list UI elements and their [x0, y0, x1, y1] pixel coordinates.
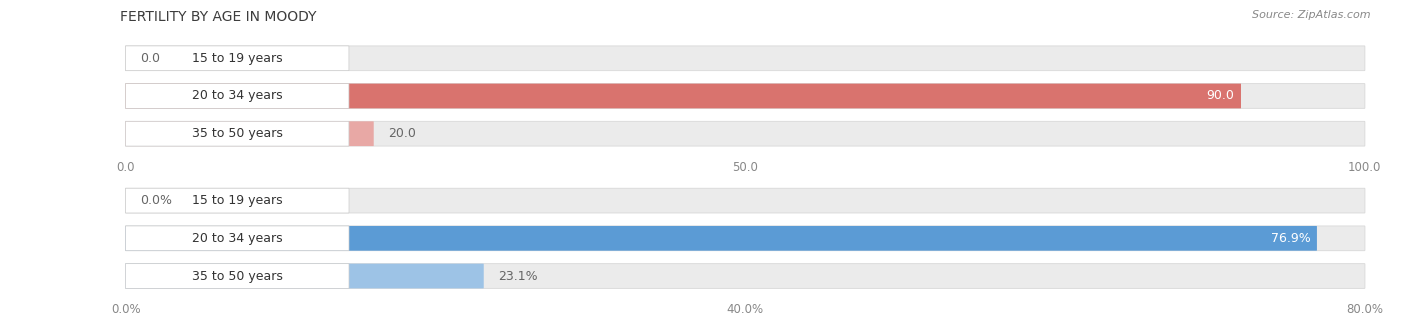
- Text: 20 to 34 years: 20 to 34 years: [191, 89, 283, 103]
- Text: 20.0: 20.0: [388, 127, 416, 140]
- FancyBboxPatch shape: [125, 121, 349, 146]
- FancyBboxPatch shape: [125, 84, 349, 108]
- FancyBboxPatch shape: [125, 84, 1365, 108]
- FancyBboxPatch shape: [125, 188, 1365, 213]
- FancyBboxPatch shape: [125, 84, 1241, 108]
- FancyBboxPatch shape: [125, 46, 349, 71]
- Text: 23.1%: 23.1%: [498, 269, 538, 283]
- FancyBboxPatch shape: [125, 264, 1365, 288]
- Text: Source: ZipAtlas.com: Source: ZipAtlas.com: [1253, 10, 1371, 20]
- FancyBboxPatch shape: [125, 264, 349, 288]
- FancyBboxPatch shape: [125, 46, 1365, 71]
- Text: 35 to 50 years: 35 to 50 years: [191, 127, 283, 140]
- Text: 35 to 50 years: 35 to 50 years: [191, 269, 283, 283]
- FancyBboxPatch shape: [125, 226, 1365, 251]
- FancyBboxPatch shape: [125, 226, 349, 251]
- Text: FERTILITY BY AGE IN MOODY: FERTILITY BY AGE IN MOODY: [120, 10, 316, 24]
- FancyBboxPatch shape: [125, 226, 1317, 251]
- Text: 90.0: 90.0: [1206, 89, 1234, 103]
- Text: 15 to 19 years: 15 to 19 years: [191, 194, 283, 207]
- Text: 76.9%: 76.9%: [1271, 232, 1310, 245]
- Text: 20 to 34 years: 20 to 34 years: [191, 232, 283, 245]
- FancyBboxPatch shape: [125, 121, 1365, 146]
- Text: 15 to 19 years: 15 to 19 years: [191, 52, 283, 65]
- FancyBboxPatch shape: [125, 121, 374, 146]
- Text: 0.0%: 0.0%: [141, 194, 173, 207]
- FancyBboxPatch shape: [125, 264, 484, 288]
- FancyBboxPatch shape: [125, 188, 349, 213]
- Text: 0.0: 0.0: [141, 52, 160, 65]
